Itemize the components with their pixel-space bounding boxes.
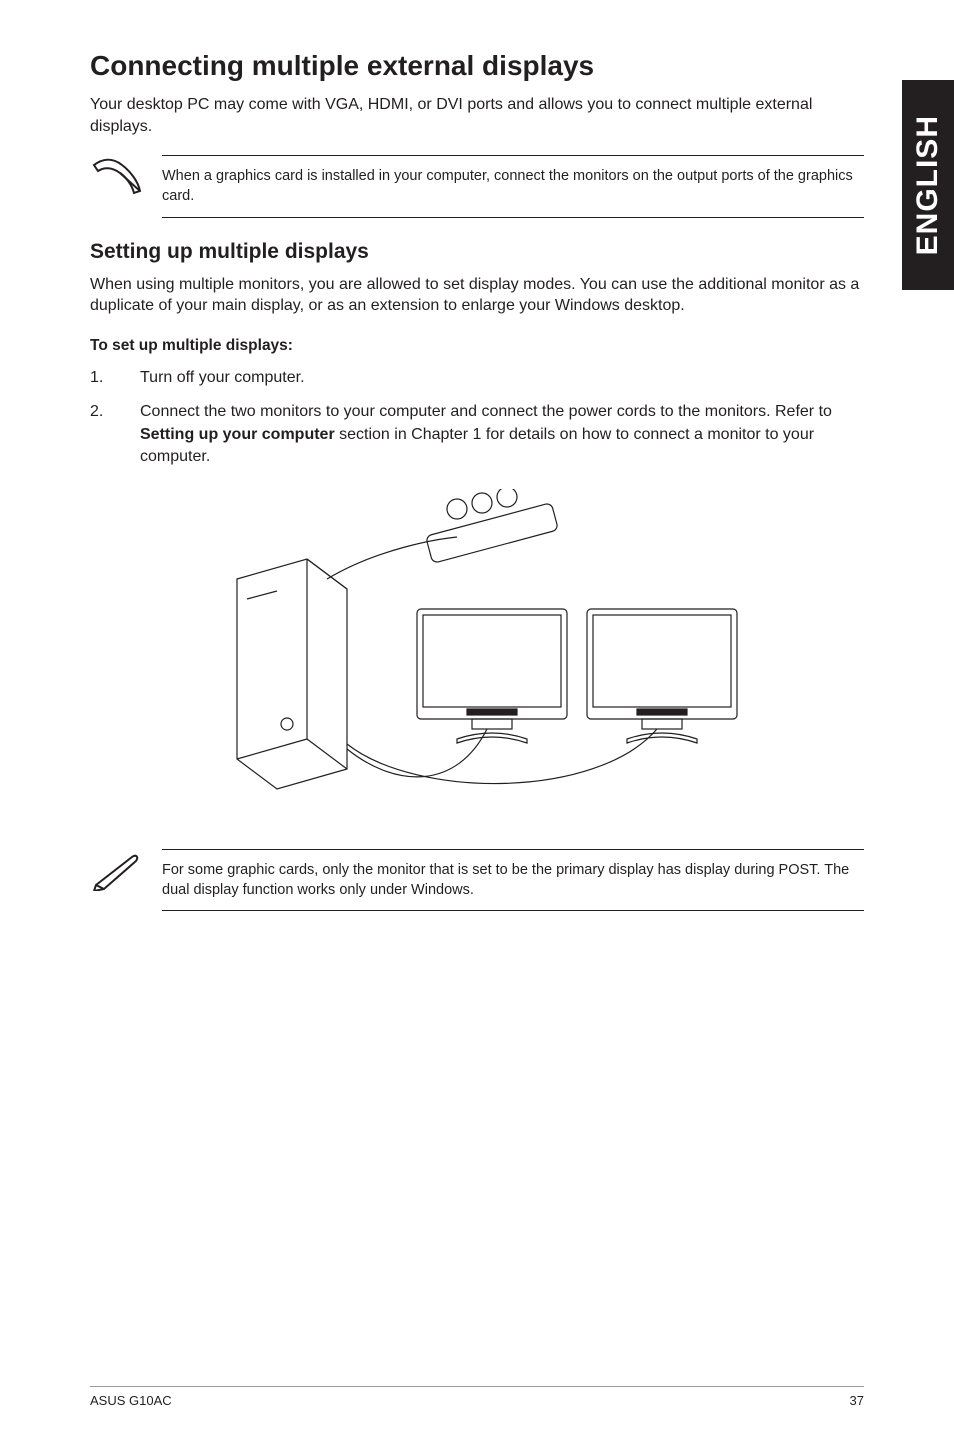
steps-heading: To set up multiple displays: (90, 337, 864, 355)
step-1: Turn off your computer. (90, 367, 864, 389)
step-2: Connect the two monitors to your compute… (90, 401, 864, 468)
intro-paragraph: Your desktop PC may come with VGA, HDMI,… (90, 94, 864, 137)
step-2-bold: Setting up your computer (140, 426, 335, 443)
note-text: When a graphics card is installed in you… (162, 155, 864, 218)
page-content: Connecting multiple external displays Yo… (0, 0, 954, 1438)
note-text-2: For some graphic cards, only the monitor… (162, 849, 864, 912)
pen-icon (90, 849, 144, 891)
footer-model: ASUS G10AC (90, 1393, 172, 1408)
hand-pointer-icon (90, 155, 144, 197)
page-footer: ASUS G10AC 37 (90, 1386, 864, 1408)
note-graphics-card: When a graphics card is installed in you… (90, 155, 864, 218)
section-intro: When using multiple monitors, you are al… (90, 274, 864, 317)
footer-page-number: 37 (850, 1393, 864, 1408)
connection-figure (197, 489, 757, 809)
steps-list: Turn off your computer. Connect the two … (90, 367, 864, 469)
page-title: Connecting multiple external displays (90, 50, 864, 82)
section-subtitle: Setting up multiple displays (90, 240, 864, 264)
step-2-pre: Connect the two monitors to your compute… (140, 403, 832, 420)
note-graphic-cards-post: For some graphic cards, only the monitor… (90, 849, 864, 912)
